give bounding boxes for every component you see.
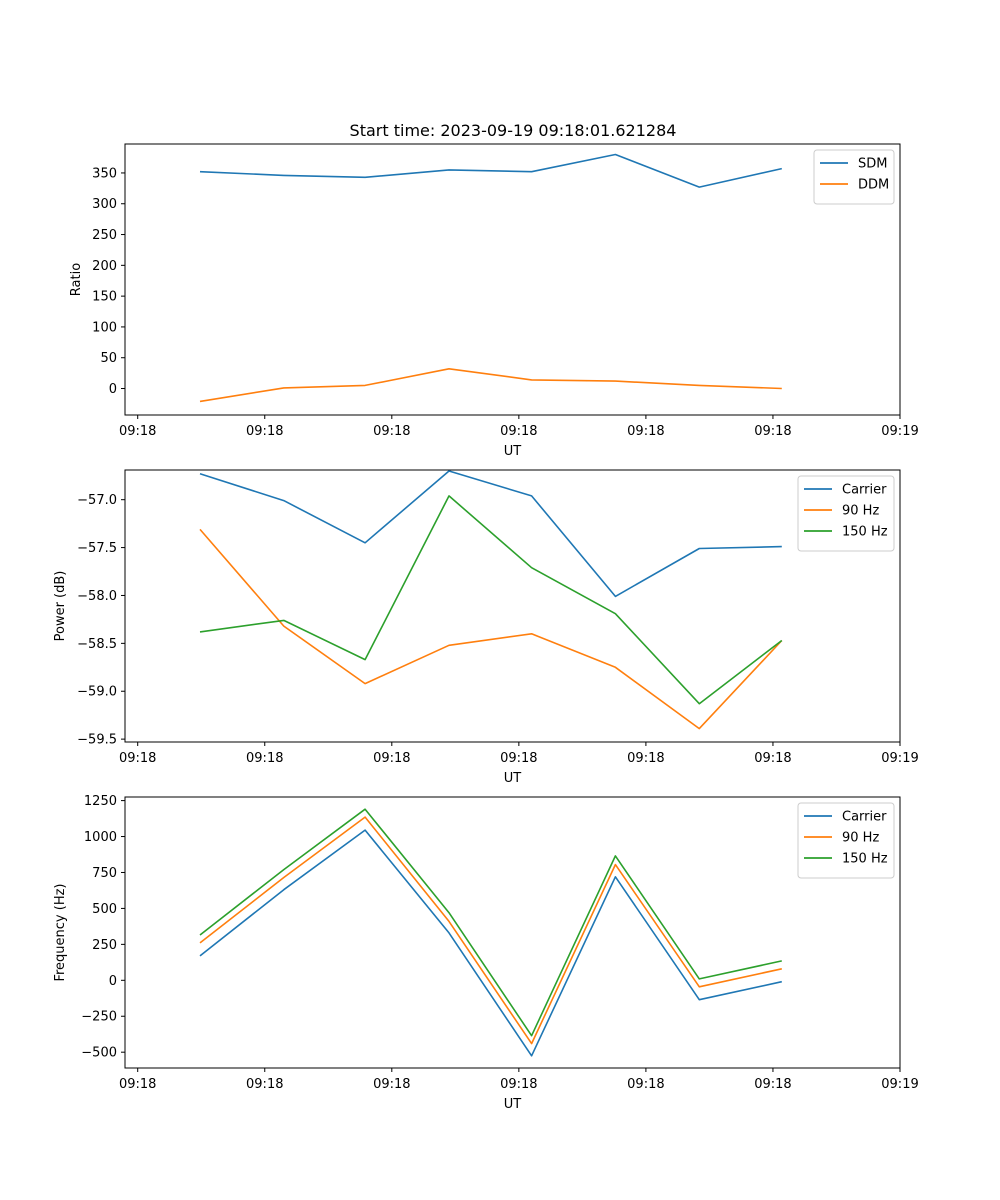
panel-3: 09:18 09:18 09:18 09:18 09:18 09:18 09:19 1250 1… (53, 794, 919, 1112)
y-tick-label: 0 (109, 974, 117, 989)
panels: 09:18 09:18 09:18 09:18 09:18 09:18 09:19 0 50 10… (53, 143, 919, 1112)
x-tick-label: 09:18 (754, 751, 791, 766)
y-tick-label: 350 (92, 166, 117, 181)
series-line-carrier (199, 470, 782, 598)
x-tick-label: 09:18 (373, 1077, 410, 1092)
x-tick-label: 09:18 (373, 751, 410, 766)
y-tick-label: 1250 (84, 794, 117, 809)
legend-label: SDM (858, 157, 887, 172)
legend-label: 90 Hz (842, 831, 879, 846)
y-tick-label: 300 (92, 197, 117, 212)
series-line-150-hz (199, 495, 783, 705)
x-tick-label: 09:18 (500, 1077, 537, 1092)
axes-frame (124, 469, 901, 743)
series-line-ddm (199, 367, 782, 403)
x-tick-label: 09:18 (119, 751, 156, 766)
legend-box (797, 802, 895, 879)
legend: SDM DDM (813, 149, 895, 205)
y-tick-label: −57.0 (77, 493, 117, 508)
y-tick-label: 500 (92, 902, 117, 917)
y-axis-label: Frequency (Hz) (53, 883, 68, 981)
y-tick-label: −59.0 (77, 685, 117, 700)
legend-label: Carrier (842, 810, 887, 825)
series-line-150-hz (199, 808, 782, 1037)
panel-1: 09:18 09:18 09:18 09:18 09:18 09:18 09:19 0 50 10… (69, 143, 919, 459)
figure-title: Start time: 2023-09-19 09:18:01.621284 (350, 121, 677, 140)
x-tick-label: 09:18 (500, 751, 537, 766)
series-line-90-hz (199, 816, 782, 1045)
x-tick-label: 09:19 (881, 424, 918, 439)
x-tick-label: 09:18 (373, 424, 410, 439)
y-tick-label: 250 (92, 938, 117, 953)
legend-label: 150 Hz (842, 852, 888, 867)
legend: Carrier 90 Hz 150 Hz (797, 475, 895, 552)
y-tick-label: 50 (100, 351, 117, 366)
legend-label: Carrier (842, 483, 887, 498)
y-tick-label: 1000 (84, 830, 117, 845)
x-axis-label: UT (504, 771, 522, 786)
y-tick-label: −57.5 (77, 541, 117, 556)
y-tick-label: 150 (92, 290, 117, 305)
y-axis-label: Ratio (69, 263, 84, 296)
y-tick-label: 0 (109, 382, 117, 397)
x-tick-label: 09:18 (246, 1077, 283, 1092)
legend-box (797, 475, 895, 552)
y-axis-label: Power (dB) (53, 571, 68, 642)
legend-label: DDM (858, 178, 889, 193)
x-axis-label: UT (504, 1097, 522, 1112)
x-tick-label: 09:18 (246, 751, 283, 766)
x-tick-label: 09:18 (627, 751, 664, 766)
y-tick-label: −58.5 (77, 637, 117, 652)
legend-label: 90 Hz (842, 504, 879, 519)
panel-2: 09:18 09:18 09:18 09:18 09:18 09:18 09:19 −57.0… (53, 469, 919, 786)
x-tick-label: 09:18 (119, 1077, 156, 1092)
y-tick-label: 100 (92, 320, 117, 335)
x-tick-label: 09:18 (246, 424, 283, 439)
x-axis-label: UT (504, 444, 522, 459)
y-tick-label: 200 (92, 259, 117, 274)
axes-frame (124, 143, 901, 416)
axes-frame (124, 796, 901, 1069)
series-line-sdm (199, 153, 782, 188)
y-tick-label: −500 (81, 1046, 117, 1061)
series-line-carrier (199, 829, 782, 1057)
series-line-90-hz (199, 528, 783, 730)
legend: Carrier 90 Hz 150 Hz (797, 802, 895, 879)
x-tick-label: 09:18 (119, 424, 156, 439)
legend-label: 150 Hz (842, 525, 888, 540)
y-tick-label: 250 (92, 228, 117, 243)
y-tick-label: −58.0 (77, 589, 117, 604)
x-tick-label: 09:18 (754, 1077, 791, 1092)
x-tick-label: 09:18 (500, 424, 537, 439)
y-tick-label: −59.5 (77, 733, 117, 748)
y-tick-label: −250 (81, 1010, 117, 1025)
x-tick-label: 09:18 (627, 424, 664, 439)
y-tick-label: 750 (92, 866, 117, 881)
x-tick-label: 09:19 (881, 751, 918, 766)
x-tick-label: 09:18 (627, 1077, 664, 1092)
x-tick-label: 09:19 (881, 1077, 918, 1092)
x-tick-label: 09:18 (754, 424, 791, 439)
